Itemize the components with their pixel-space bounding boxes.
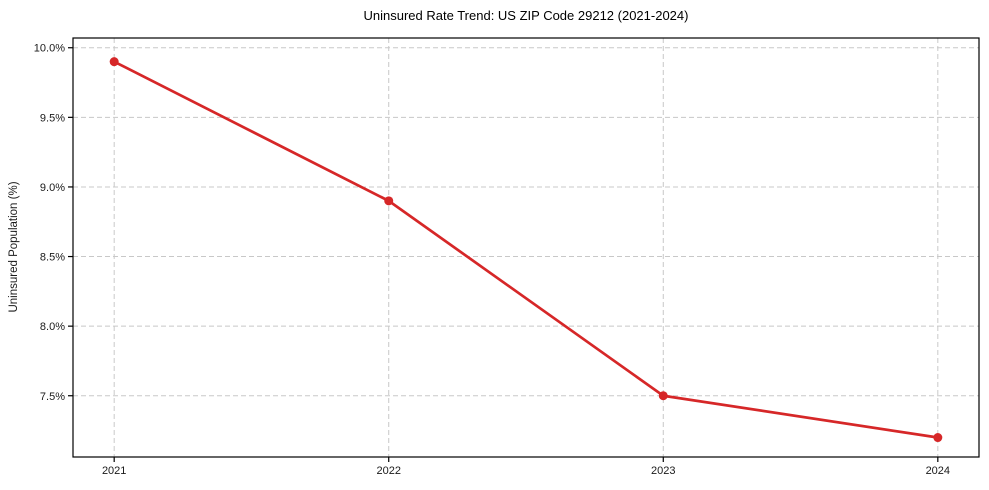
y-tick-label: 9.5% xyxy=(40,112,65,124)
x-tick-label: 2023 xyxy=(651,465,675,477)
plot-border xyxy=(72,37,980,458)
y-tick-label: 8.0% xyxy=(40,321,65,333)
x-tick-label: 2021 xyxy=(102,465,126,477)
chart-title: Uninsured Rate Trend: US ZIP Code 29212 … xyxy=(363,8,689,23)
y-tick-label: 8.5% xyxy=(40,252,65,264)
data-point-marker xyxy=(933,433,943,443)
line-series xyxy=(112,60,940,439)
data-point-marker xyxy=(384,196,394,206)
data-point-marker xyxy=(109,57,119,67)
y-tick-label: 9.0% xyxy=(40,182,65,194)
y-axis-label: Uninsured Population (%) xyxy=(8,181,20,313)
y-tick-label: 10.0% xyxy=(34,43,65,55)
x-tick-label: 2024 xyxy=(926,465,950,477)
data-point-marker xyxy=(658,391,668,401)
x-tick-label: 2022 xyxy=(376,465,400,477)
y-tick-label: 7.5% xyxy=(40,391,65,403)
